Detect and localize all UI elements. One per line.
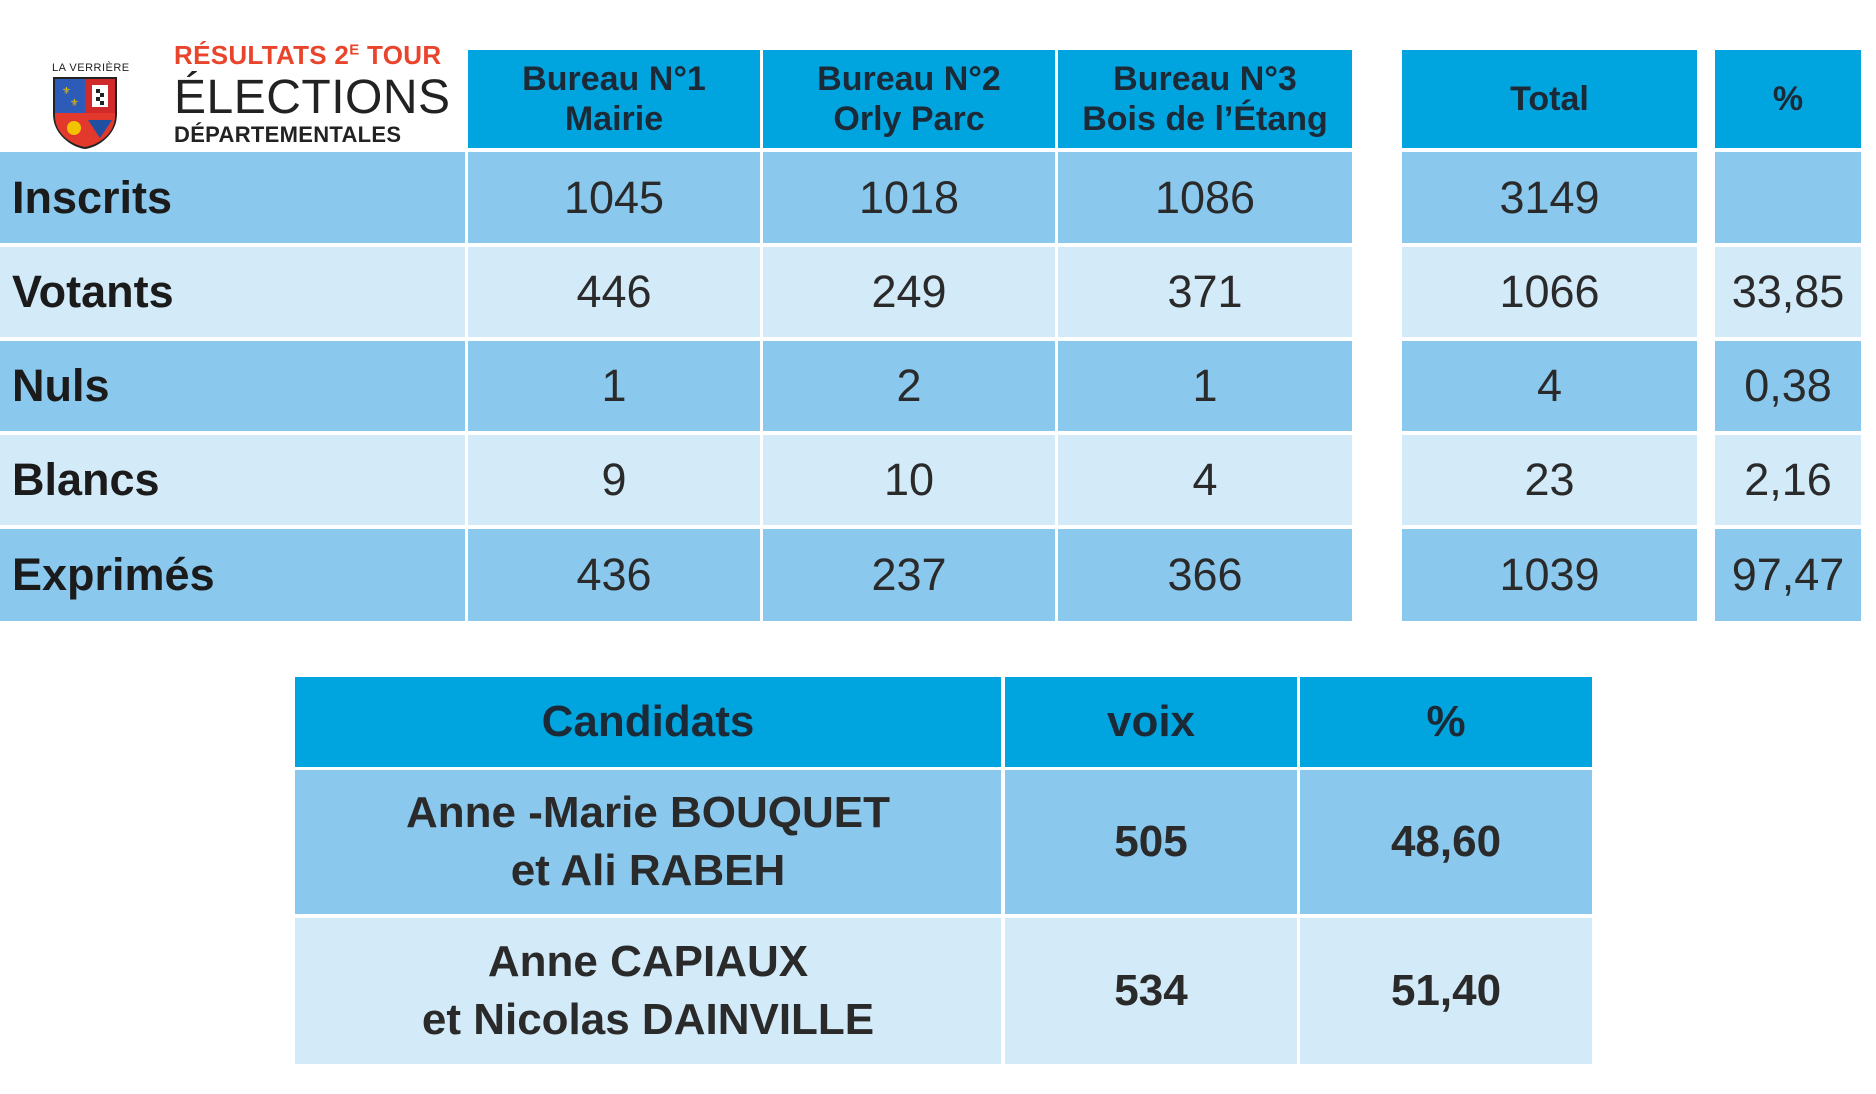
election-subtitle: DÉPARTEMENTALES — [174, 122, 402, 147]
bureau-3-value: 4 — [1058, 435, 1352, 525]
bureau-3-value: 1 — [1058, 341, 1352, 431]
row-label: Inscrits — [0, 152, 465, 243]
bureau-header-1: Bureau N°1 Mairie — [468, 50, 760, 148]
header-block: LA VERRIÈRE ⚜ ⚜ RÉSULTATS 2E TOUR ÉLECTI… — [0, 40, 460, 150]
candidate-names: Anne -Marie BOUQUET et Ali RABEH — [295, 770, 1001, 914]
row-label: Votants — [0, 247, 465, 337]
bureau-1-value: 1 — [468, 341, 760, 431]
svg-text:⚜: ⚜ — [62, 86, 71, 97]
bureau-2-value: 10 — [763, 435, 1055, 525]
percent-value: 0,38 — [1715, 341, 1861, 431]
bureau-1-value: 436 — [468, 529, 760, 621]
percent-header: % — [1715, 50, 1861, 148]
total-value: 1039 — [1402, 529, 1697, 621]
candidate-percent: 51,40 — [1300, 918, 1592, 1064]
bureau-2-value: 237 — [763, 529, 1055, 621]
bureau-2-value: 2 — [763, 341, 1055, 431]
bureau-2-value: 1018 — [763, 152, 1055, 243]
candidate-names: Anne CAPIAUX et Nicolas DAINVILLE — [295, 918, 1001, 1064]
bureau-header-3: Bureau N°3 Bois de l’Étang — [1058, 50, 1352, 148]
town-name: LA VERRIÈRE — [52, 62, 130, 74]
percent-value: 97,47 — [1715, 529, 1861, 621]
row-label: Blancs — [0, 435, 465, 525]
election-title: ÉLECTIONS — [174, 71, 451, 124]
votes-percent-header: % — [1300, 677, 1592, 767]
total-value: 23 — [1402, 435, 1697, 525]
total-value: 3149 — [1402, 152, 1697, 243]
bureau-2-value: 249 — [763, 247, 1055, 337]
percent-value: 2,16 — [1715, 435, 1861, 525]
row-label: Exprimés — [0, 529, 465, 621]
total-value: 1066 — [1402, 247, 1697, 337]
round-label: RÉSULTATS 2E TOUR — [174, 40, 442, 70]
svg-text:⚜: ⚜ — [70, 98, 79, 109]
candidate-percent: 48,60 — [1300, 770, 1592, 914]
candidate-votes: 505 — [1005, 770, 1297, 914]
percent-value — [1715, 152, 1861, 243]
bureau-3-value: 371 — [1058, 247, 1352, 337]
total-header: Total — [1402, 50, 1697, 148]
bureau-1-value: 9 — [468, 435, 760, 525]
percent-value: 33,85 — [1715, 247, 1861, 337]
row-label: Nuls — [0, 341, 465, 431]
total-value: 4 — [1402, 341, 1697, 431]
votes-header: voix — [1005, 677, 1297, 767]
bureau-header-2: Bureau N°2 Orly Parc — [763, 50, 1055, 148]
bureau-1-value: 1045 — [468, 152, 760, 243]
bureau-3-value: 1086 — [1058, 152, 1352, 243]
coat-of-arms-icon: ⚜ ⚜ — [53, 77, 117, 150]
bureau-1-value: 446 — [468, 247, 760, 337]
bureau-3-value: 366 — [1058, 529, 1352, 621]
candidate-votes: 534 — [1005, 918, 1297, 1064]
candidates-header: Candidats — [295, 677, 1001, 767]
